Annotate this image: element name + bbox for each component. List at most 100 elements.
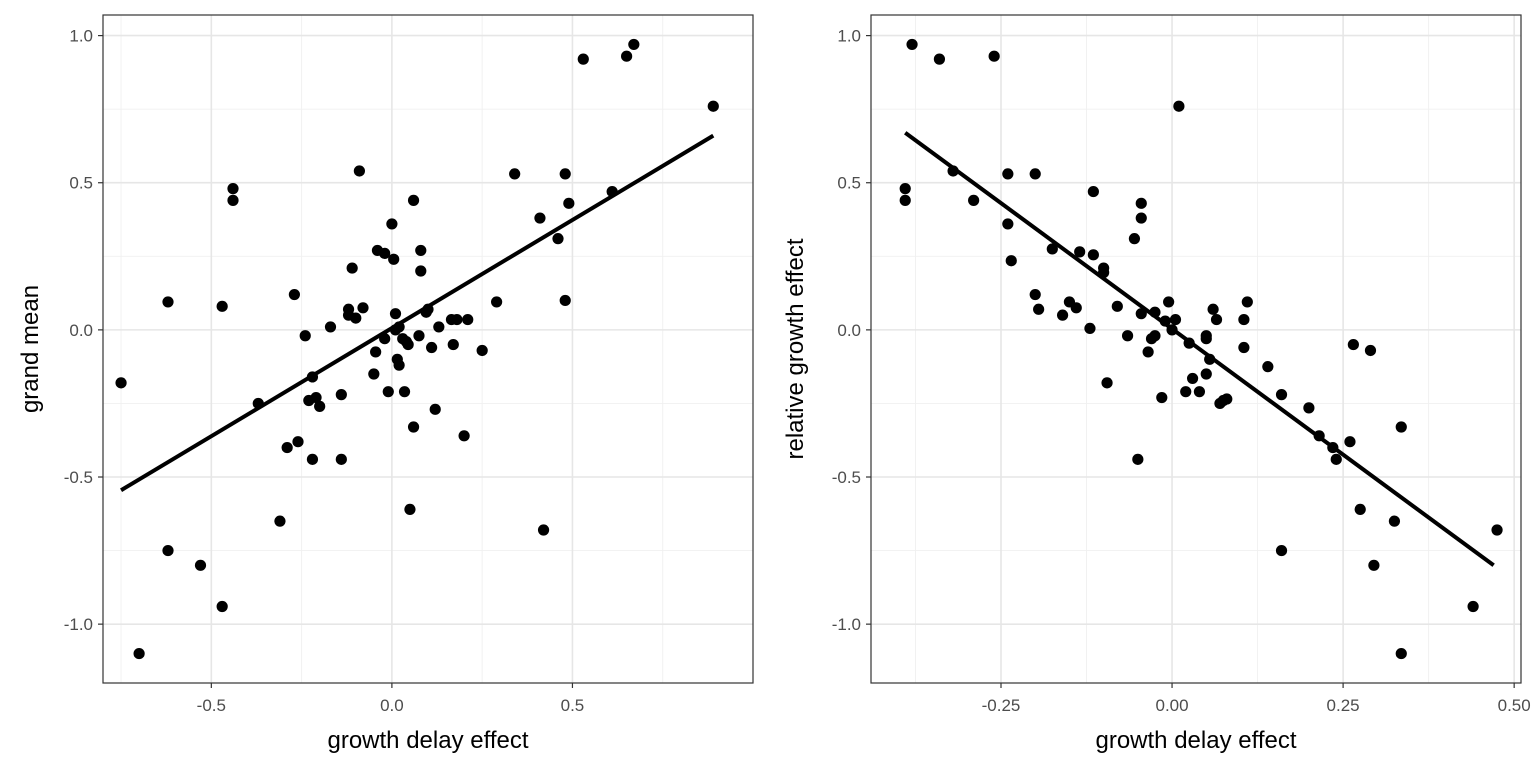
y-tick-label: 1.0 (837, 27, 861, 46)
data-point (1029, 288, 1041, 301)
data-point (534, 212, 546, 224)
data-point (1132, 453, 1144, 465)
data-point (1313, 430, 1325, 442)
data-point (299, 330, 311, 342)
data-point (1135, 212, 1147, 224)
data-point (398, 386, 411, 398)
data-point (1135, 197, 1147, 209)
data-point (389, 308, 402, 320)
data-point (1159, 315, 1171, 327)
data-point (552, 233, 564, 245)
data-point (458, 430, 470, 442)
y-tick-label: 0.5 (837, 174, 861, 193)
data-point (1207, 303, 1219, 315)
data-point (162, 296, 174, 308)
data-point (606, 185, 618, 198)
data-point (393, 359, 405, 371)
data-point (899, 183, 911, 195)
data-point (388, 253, 400, 265)
data-point (1354, 503, 1366, 515)
x-tick-label: 0.5 (561, 696, 585, 715)
data-point (426, 341, 438, 354)
y-tick-label: -0.5 (64, 468, 93, 487)
data-point (559, 168, 571, 180)
data-point (422, 303, 434, 315)
data-point (707, 100, 719, 112)
panel-border (870, 14, 1522, 684)
data-point (906, 38, 918, 51)
data-point (509, 168, 521, 180)
data-point (1029, 168, 1041, 180)
x-tick-label: -0.25 (982, 696, 1021, 715)
data-point (1169, 313, 1182, 326)
data-point (1238, 313, 1250, 326)
x-axis-title: growth delay effect (327, 727, 528, 754)
data-point (393, 321, 405, 333)
data-point (451, 313, 463, 326)
data-point (370, 346, 382, 358)
data-point (1180, 386, 1192, 398)
data-point (281, 441, 293, 454)
data-point (899, 194, 911, 206)
x-tick-label: 0.25 (1327, 696, 1360, 715)
data-point (216, 300, 228, 312)
y-tick-label: 1.0 (69, 27, 93, 46)
data-point (357, 302, 369, 314)
y-axis-title: relative growth effect (782, 238, 809, 459)
data-point (216, 600, 228, 613)
data-point (1327, 441, 1339, 454)
data-point (227, 194, 239, 206)
x-axis-title: growth delay effect (1095, 727, 1296, 754)
data-point (1204, 353, 1216, 365)
data-point (1166, 324, 1178, 336)
x-tick-label: 0.50 (1498, 696, 1531, 715)
data-point (379, 247, 391, 259)
data-point (1074, 246, 1086, 258)
data-point (1128, 233, 1141, 245)
data-point (1221, 393, 1233, 405)
data-point (1156, 391, 1168, 404)
data-point (407, 421, 420, 433)
data-point (288, 288, 300, 301)
data-point (1005, 255, 1017, 267)
data-point (1142, 346, 1154, 358)
panel-border (102, 14, 754, 684)
data-point (433, 321, 445, 333)
data-point (1210, 313, 1223, 326)
data-point (1002, 218, 1014, 230)
data-point (1395, 647, 1407, 660)
data-point (988, 50, 1000, 62)
data-point (968, 194, 980, 206)
y-tick-label: 0.5 (69, 174, 93, 193)
data-point (1275, 544, 1288, 557)
x-tick-label: 0.00 (1156, 696, 1189, 715)
data-point (324, 321, 337, 333)
data-point (1388, 515, 1401, 527)
y-tick-label: -0.5 (832, 468, 861, 487)
data-point (227, 183, 239, 195)
data-point (1056, 309, 1069, 321)
x-tick-label: 0.0 (380, 696, 404, 715)
data-point (1183, 337, 1195, 349)
data-point (1098, 262, 1110, 274)
data-point (335, 453, 347, 465)
right-panel: -1.0 -0.5 0.0 0.5 1.0 -0.25 0.00 0.25 0.50 growth… (782, 14, 1531, 754)
data-point (310, 391, 322, 404)
y-tick-label: -1.0 (832, 615, 861, 634)
data-point (252, 397, 264, 410)
data-point (1070, 302, 1082, 314)
data-point (628, 38, 640, 51)
data-point (1238, 341, 1250, 354)
data-point (559, 294, 571, 307)
left-panel: -1.0 -0.5 0.0 0.5 1.0 -0.5 0.0 0.5 growth delay … (17, 14, 754, 754)
data-point (1087, 185, 1099, 198)
data-point (933, 53, 946, 65)
data-point (1303, 402, 1315, 414)
data-point (1111, 300, 1123, 312)
data-point (1330, 453, 1342, 465)
data-point (1135, 308, 1147, 320)
data-point (1368, 559, 1380, 571)
data-point (1033, 303, 1045, 315)
y-tick-label: -1.0 (64, 615, 93, 634)
